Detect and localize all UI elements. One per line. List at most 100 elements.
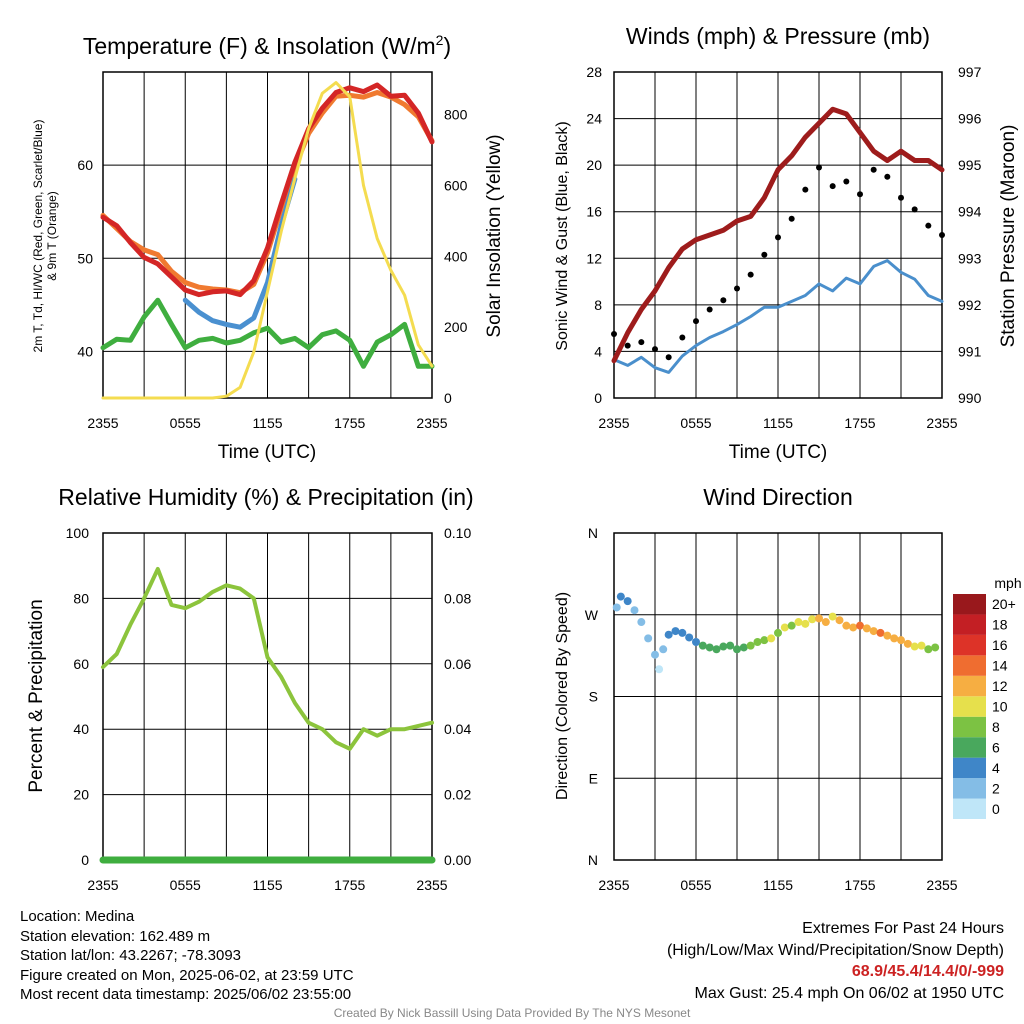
wind-direction-point — [612, 603, 621, 612]
panel-3-y2-tick-label: 0.04 — [444, 721, 471, 737]
gust-point — [939, 232, 945, 238]
panel-2-y-tick-label: 16 — [586, 204, 602, 220]
panel-1-y2-tick-label: 400 — [444, 248, 468, 264]
panel-1-y2-tick-label: 600 — [444, 177, 468, 193]
wind-direction-point — [842, 621, 851, 630]
panel-1-y-tick-label: 60 — [77, 157, 93, 173]
panel-1-x-tick-label: 2355 — [416, 415, 447, 431]
panel-4-x-tick-label: 1755 — [844, 877, 875, 893]
panel-2-y-tick-label: 0 — [594, 390, 602, 406]
wind-direction-point — [733, 645, 741, 654]
panel-4-y-tick-label: S — [589, 689, 598, 705]
panel-1-x-tick-label: 0555 — [170, 415, 201, 431]
credit-text: Created By Nick Bassill Using Data Provi… — [333, 1006, 691, 1020]
wind-direction-point — [719, 642, 728, 651]
elevation-text: Station elevation: 162.489 m — [20, 927, 211, 945]
gust-point — [816, 164, 822, 171]
panel-1-y2label: Solar Insolation (Yellow) — [484, 134, 505, 337]
gust-point — [843, 178, 850, 185]
station-info: Location: Medina Station elevation: 162.… — [20, 907, 354, 1005]
wind-direction-point — [616, 592, 625, 601]
colorbar-label: 2 — [992, 780, 1000, 796]
wind-direction-point — [655, 665, 664, 674]
location-text: Location: Medina — [20, 908, 135, 925]
recent-data-text: Most recent data timestamp: 2025/06/02 2… — [20, 986, 352, 1003]
gust-point — [665, 354, 672, 361]
panel-4-title: Wind Direction — [703, 484, 853, 510]
panel-3-y2-tick-label: 0.00 — [444, 852, 471, 868]
panel-1-y-tick-label: 40 — [77, 343, 93, 359]
wind-direction-point — [815, 614, 823, 623]
colorbar-label: 20+ — [992, 596, 1016, 612]
wind-direction-point — [746, 641, 755, 650]
wind-direction-point — [760, 636, 769, 645]
panel-4-y-tick-label: N — [588, 852, 598, 868]
panel-1-y-tick-label: 50 — [77, 250, 93, 266]
panel-1-y2-tick-label: 800 — [444, 107, 468, 123]
gust-point — [747, 271, 754, 278]
panel-3-y-tick-label: 100 — [66, 525, 90, 541]
wind-direction-point — [931, 643, 940, 652]
panel-2-y2-tick-label: 991 — [958, 343, 982, 359]
gust-point — [884, 173, 891, 180]
colorbar-swatch — [953, 798, 986, 819]
colorbar-label: 4 — [992, 760, 1000, 776]
panel-1-x-tick-label: 1755 — [334, 415, 365, 431]
colorbar-label: 0 — [992, 801, 1000, 817]
gust-point — [925, 222, 932, 229]
wind-direction-point — [897, 636, 905, 645]
wind-direction-point — [739, 643, 748, 652]
series-line-pressure — [611, 106, 945, 364]
created-text: Figure created on Mon, 2025-06-02, at 23… — [20, 966, 354, 984]
panel-3-title: Relative Humidity (%) & Precipitation (i… — [58, 484, 473, 510]
wind-direction-point — [712, 645, 721, 654]
panel-3-x-tick-label: 1155 — [252, 877, 282, 893]
extremes-subtitle: (High/Low/Max Wind/Precipitation/Snow De… — [666, 941, 1004, 959]
wind-direction-point — [856, 621, 864, 630]
colorbar-label: 8 — [992, 719, 1000, 735]
panel-2-ylabel: Sonic Wind & Gust (Blue, Black) — [554, 121, 571, 350]
panel-4-x-tick-label: 0555 — [680, 877, 711, 893]
wind-direction-point — [664, 630, 673, 639]
colorbar-swatch — [953, 737, 986, 758]
wind-direction-point — [678, 628, 687, 637]
extremes-values: 68.9/45.4/14.4/0/-999 — [851, 963, 1004, 980]
panel-2-y2-tick-label: 997 — [958, 64, 982, 80]
wind-direction-point — [849, 623, 858, 632]
gust-point — [652, 346, 658, 353]
panel-2-y2label: Station Pressure (Maroon) — [998, 125, 1019, 348]
max-gust-text: Max Gust: 25.4 mph On 06/02 at 1950 UTC — [694, 984, 1005, 1002]
wind-direction-point — [698, 641, 707, 650]
wind-direction-point — [630, 606, 639, 615]
panel-2-title: Winds (mph) & Pressure (mb) — [626, 23, 930, 49]
wind-direction-point — [924, 645, 933, 654]
wind-direction-point — [780, 623, 789, 632]
panel-4-ylabel: Direction (Colored By Speed) — [554, 592, 571, 800]
panel-3-y-tick-label: 80 — [73, 590, 89, 606]
colorbar-label: 6 — [992, 739, 1000, 755]
panel-2-y2-tick-label: 993 — [958, 250, 982, 266]
wind-direction-point — [890, 634, 899, 643]
panel-3-y-tick-label: 60 — [73, 656, 89, 672]
colorbar-swatch — [953, 614, 986, 635]
gust-point — [898, 194, 904, 201]
panel-1-y2-tick-label: 200 — [444, 319, 468, 335]
wind-direction-point — [767, 634, 776, 643]
panel-1-title: Temperature (F) & Insolation (W/m2) — [83, 32, 451, 59]
colorbar-swatch — [953, 696, 986, 717]
panel-3-x-tick-label: 1755 — [334, 877, 365, 893]
panel-2-x-tick-label: 1155 — [763, 415, 793, 431]
wind-direction-point — [821, 618, 830, 627]
wind-direction-point — [917, 641, 926, 650]
colorbar-swatch — [953, 634, 986, 656]
series-line-temp — [100, 82, 435, 298]
wind-direction-point — [883, 631, 892, 640]
series-line-hiwc — [182, 176, 298, 330]
wind-direction-point — [671, 627, 680, 636]
gust-point — [611, 330, 617, 337]
panel-1-x-tick-label: 2355 — [87, 415, 118, 431]
panel-2-x-tick-label: 2355 — [926, 415, 957, 431]
panel-3-ylabel: Percent & Precipitation — [26, 599, 47, 792]
extremes-title: Extremes For Past 24 Hours — [802, 920, 1004, 937]
panel-3-x-tick-label: 0555 — [170, 877, 201, 893]
